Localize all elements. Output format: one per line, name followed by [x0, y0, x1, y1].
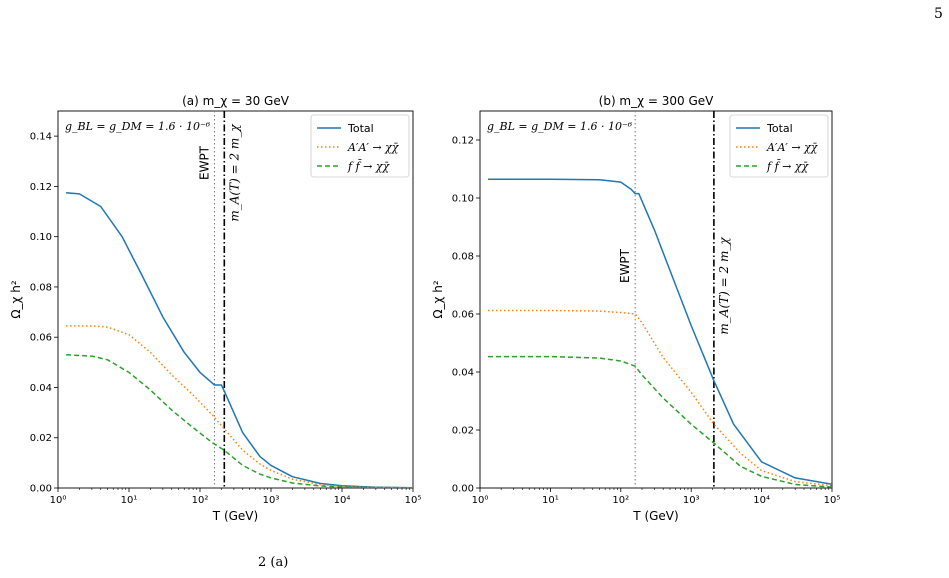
x-axis-label: T (GeV) — [212, 509, 258, 523]
coupling-annotation: g_BL = g_DM = 1.6 · 10⁻⁶ — [65, 120, 211, 133]
legend-label: A′A′ → χχ̄ — [347, 141, 400, 154]
plot-area — [66, 111, 413, 488]
x-tick-label: 10² — [192, 495, 209, 506]
x-tick-label: 10⁵ — [405, 495, 422, 506]
y-tick-label: 0.04 — [30, 383, 52, 394]
legend-box — [310, 114, 410, 178]
legend-label: f f̄ → χχ̄ — [347, 160, 391, 173]
y-tick-label: 0.06 — [452, 310, 474, 321]
y-tick-label: 0.00 — [30, 484, 52, 495]
series-line-ff — [488, 355, 832, 488]
y-tick-label: 0.02 — [452, 426, 474, 437]
legend-label: A′A′ → χχ̄ — [766, 141, 819, 154]
chart-title: (b) m_χ = 300 GeV — [599, 94, 715, 108]
x-tick-label: 10² — [612, 495, 629, 506]
chart-title: (a) m_χ = 30 GeV — [182, 94, 290, 108]
x-tick-label: 10⁴ — [334, 495, 351, 506]
chart-panel-b: 10⁰ 10¹ 10² 10³ 10⁴ 10⁵ 0.00 0.02 0.04 0.06 0.08 0.… — [431, 94, 840, 523]
x-tick-label: 10⁰ — [50, 495, 67, 506]
x-tick-label: 10¹ — [121, 495, 138, 506]
plot-frame — [57, 110, 414, 489]
coupling-annotation: g_BL = g_DM = 1.6 · 10⁻⁶ — [487, 120, 633, 133]
y-tick-label: 0.10 — [30, 232, 52, 243]
x-tick-label: 10⁵ — [824, 495, 841, 506]
series-line-total — [488, 178, 832, 485]
legend-label: Total — [347, 122, 374, 135]
y-tick-label: 0.06 — [30, 333, 52, 344]
x-tick-label: 10³ — [683, 495, 700, 506]
y-tick-label: 0.12 — [30, 182, 52, 193]
y-axis-label: Ω_χ h² — [9, 280, 23, 319]
plot-frame — [479, 110, 833, 489]
y-tick-label: 0.02 — [30, 433, 52, 444]
legend-label: f f̄ → χχ̄ — [766, 160, 810, 173]
caption-fragment: 2 (a) — [258, 555, 289, 570]
x-tick-label: 10³ — [263, 495, 280, 506]
y-tick-label: 0.10 — [452, 194, 474, 205]
y-tick-label: 0.00 — [452, 484, 474, 495]
series-line-ff — [66, 354, 413, 488]
y-tick-label: 0.12 — [452, 136, 474, 147]
page-number: 5 — [934, 6, 943, 22]
ewpt-label: EWPT — [618, 248, 632, 283]
y-tick-label: 0.08 — [452, 252, 474, 263]
chart-panel-a: 10⁰ 10¹ 10² 10³ 10⁴ 10⁵ 0.00 0.02 0.04 0.06 0.08 0.… — [9, 94, 421, 523]
series-line-total — [66, 191, 413, 488]
series-line-aa — [488, 309, 832, 487]
x-tick-label: 10⁴ — [753, 495, 770, 506]
threshold-label: m_A(T) = 2 m_χ — [717, 237, 731, 335]
legend-label: Total — [766, 122, 793, 135]
x-axis-label: T (GeV) — [632, 509, 678, 523]
y-tick-label: 0.08 — [30, 282, 52, 293]
y-axis-label: Ω_χ h² — [431, 280, 445, 319]
threshold-label: m_A(T) = 2 m_χ — [227, 124, 241, 222]
legend-box — [729, 114, 829, 178]
series-line-aa — [66, 325, 413, 488]
x-tick-label: 10⁰ — [472, 495, 489, 506]
ewpt-label: EWPT — [197, 145, 211, 180]
y-tick-label: 0.04 — [452, 368, 474, 379]
y-tick-label: 0.14 — [30, 132, 52, 143]
x-tick-label: 10¹ — [542, 495, 559, 506]
plot-area — [488, 111, 832, 488]
